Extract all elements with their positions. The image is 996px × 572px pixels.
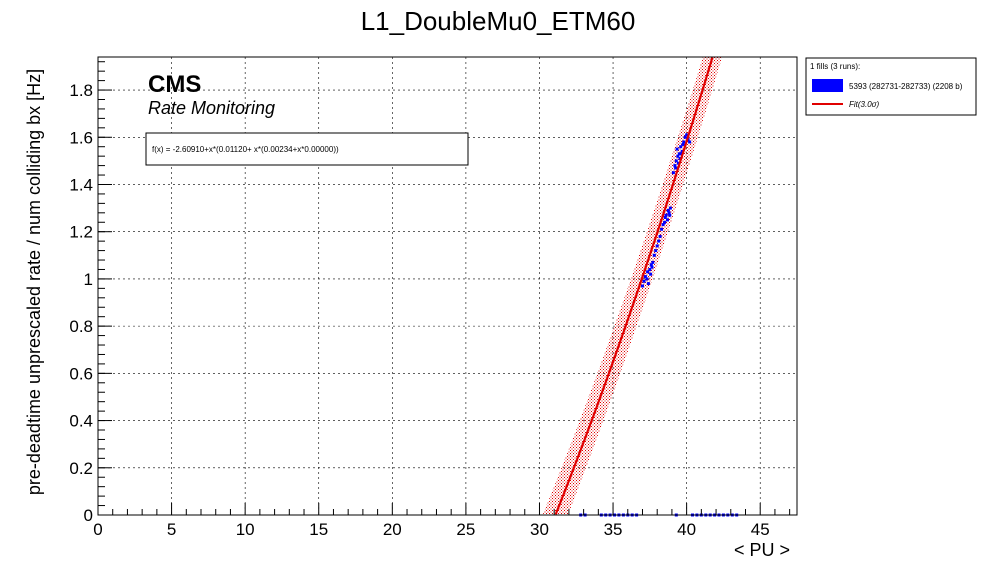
data-point (648, 268, 652, 271)
data-point (668, 206, 672, 210)
data-point (663, 216, 667, 219)
data-point (664, 213, 668, 217)
x-tick-label: 25 (456, 520, 475, 539)
data-point (649, 263, 653, 267)
chart-title: L1_DoubleMu0_ETM60 (361, 6, 636, 36)
data-point (685, 133, 689, 137)
data-point (680, 152, 683, 156)
x-tick-label: 15 (309, 520, 328, 539)
fit-uncertainty-band (539, 57, 724, 515)
fit-formula-box (145, 132, 469, 166)
y-tick-label: 0.6 (69, 364, 93, 383)
data-point (652, 253, 656, 257)
data-point (666, 209, 670, 212)
x-tick-label: 35 (604, 520, 623, 539)
y-axis-label: pre-deadtime unprescaled rate / num coll… (24, 69, 44, 495)
data-point (654, 249, 658, 253)
fit-formula: f(x) = -2.60910+x*(0.01120+ x*(0.00234+x… (152, 145, 339, 154)
legend-header: 1 fills (3 runs): (810, 62, 860, 71)
data-point (658, 234, 662, 238)
x-axis-label: < PU > (734, 540, 790, 560)
data-point (679, 145, 683, 149)
data-point (675, 147, 679, 151)
data-point (655, 244, 659, 248)
fit-line (554, 57, 714, 515)
data-point (657, 239, 661, 243)
data-point (682, 140, 686, 144)
fit-band (539, 57, 724, 515)
data-point (671, 171, 675, 175)
x-tick-label: 20 (383, 520, 402, 539)
legend: 1 fills (3 runs): 5393 (282731-282733) (… (805, 57, 977, 116)
x-tick-label: 10 (236, 520, 255, 539)
data-point (676, 154, 680, 158)
data-point (677, 152, 681, 156)
data-point (667, 211, 671, 215)
data-point (642, 279, 646, 283)
data-points (579, 133, 739, 517)
y-tick-label: 0.8 (69, 317, 93, 336)
cms-label: CMS (148, 71, 201, 98)
x-tick-label: 0 (93, 520, 102, 539)
data-point (651, 260, 655, 264)
y-tick-label: 1.2 (69, 223, 93, 242)
data-point (646, 270, 650, 274)
legend-series-label: 5393 (282731-282733) (2208 b) (849, 82, 963, 91)
y-tick-label: 0.2 (69, 459, 93, 478)
data-point (666, 218, 669, 222)
legend-fit-label: Fit(3.0σ) (849, 100, 879, 109)
plot-frame (97, 56, 798, 516)
data-point (674, 159, 678, 163)
data-point (645, 277, 649, 281)
data-point (673, 164, 677, 168)
legend-series-swatch (812, 79, 843, 92)
x-tick-label: 40 (677, 520, 696, 539)
y-tick-label: 0 (84, 506, 93, 525)
y-tick-label: 1.6 (69, 128, 93, 147)
data-point (661, 223, 665, 227)
axes: 0 5 10 15 20 25 30 35 40 45 0 0.2 0.4 0.6 0.8 1 1.2 1.4 1.… (69, 61, 791, 539)
fit-curve (554, 57, 714, 515)
y-tick-label: 1.8 (69, 81, 93, 100)
data-point (688, 140, 692, 144)
x-tick-label: 30 (530, 520, 549, 539)
data-point (663, 220, 667, 224)
data-point (678, 157, 682, 160)
data-point (660, 227, 664, 231)
data-point (641, 284, 644, 288)
data-point (677, 161, 680, 165)
y-tick-label: 1.4 (69, 175, 93, 194)
data-point (643, 275, 647, 279)
data-point (668, 213, 672, 217)
data-point (681, 142, 685, 146)
rate-monitoring-label: Rate Monitoring (148, 98, 275, 118)
data-point (650, 265, 654, 269)
data-point (649, 272, 653, 276)
data-point (646, 282, 650, 286)
x-tick-label: 45 (751, 520, 770, 539)
y-tick-label: 0.4 (69, 412, 93, 431)
data-point (674, 166, 678, 170)
data-point (680, 149, 684, 153)
x-tick-label: 5 (167, 520, 176, 539)
data-point (683, 135, 687, 139)
y-tick-label: 1 (84, 270, 93, 289)
